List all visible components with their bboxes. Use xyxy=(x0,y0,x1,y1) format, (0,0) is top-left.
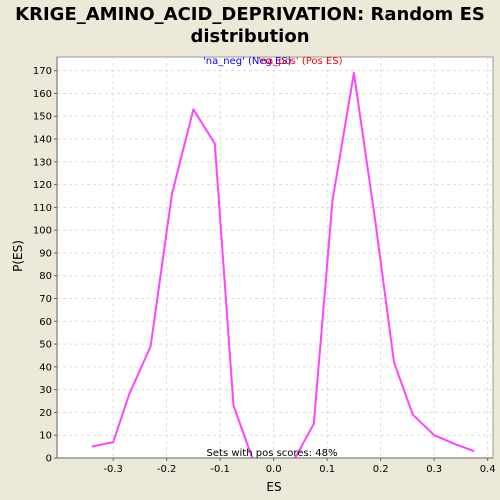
y-tick-label-15: 150 xyxy=(33,112,52,123)
y-tick-label-12: 120 xyxy=(33,180,52,191)
y-tick-label-8: 80 xyxy=(39,271,52,282)
chart-title-line-2: distribution xyxy=(190,26,309,47)
axes: 0 10 20 30 40 50 60 70 80 90 100 110 120 130 140 150 160… xyxy=(33,57,496,475)
y-tick-label-9: 90 xyxy=(39,248,52,259)
y-axis-label: P(ES) xyxy=(11,240,25,272)
y-tick-label-10: 100 xyxy=(33,226,52,237)
y-tick-label-3: 30 xyxy=(39,385,52,396)
x-tick-label-7: 0.4 xyxy=(480,464,496,475)
x-tick-label-0: -0.3 xyxy=(103,464,123,475)
x-tick-label-5: 0.2 xyxy=(373,464,389,475)
chart-title-line-1: KRIGE_AMINO_ACID_DEPRIVATION: Random ES xyxy=(15,4,485,25)
y-tick-label-0: 0 xyxy=(46,454,52,465)
x-axis-label: ES xyxy=(266,480,281,494)
pos-scores-annotation: Sets with pos scores: 48% xyxy=(207,448,338,459)
y-tick-label-13: 130 xyxy=(33,157,52,168)
x-tick-label-1: -0.2 xyxy=(157,464,177,475)
y-tick-label-14: 140 xyxy=(33,135,52,146)
x-tick-label-3: 0.0 xyxy=(266,464,282,475)
y-tick-label-7: 70 xyxy=(39,294,52,305)
x-tick-label-6: 0.3 xyxy=(426,464,442,475)
y-tick-label-16: 160 xyxy=(33,89,52,100)
y-tick-label-2: 20 xyxy=(39,408,52,419)
y-tick-label-11: 110 xyxy=(33,203,52,214)
y-tick-label-5: 50 xyxy=(39,340,52,351)
legend-item-neg: 'na_neg' (Neg ES) xyxy=(203,56,292,67)
plot-area xyxy=(56,56,494,459)
y-tick-label-1: 10 xyxy=(39,431,52,442)
y-tick-label-4: 40 xyxy=(39,362,52,373)
series-line-1 xyxy=(294,71,475,459)
y-tick-label-6: 60 xyxy=(39,317,52,328)
x-tick-label-4: 0.1 xyxy=(319,464,335,475)
series-group xyxy=(91,71,475,459)
x-tick-label-2: -0.1 xyxy=(210,464,230,475)
y-tick-label-17: 170 xyxy=(33,66,52,77)
series-line-0 xyxy=(91,108,254,459)
grid xyxy=(57,57,493,458)
legend-item-pos: 'na_pos' (Pos ES) xyxy=(258,56,343,67)
